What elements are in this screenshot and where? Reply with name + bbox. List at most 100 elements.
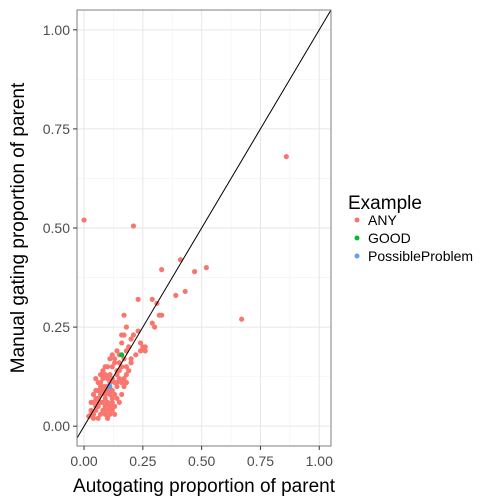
data-point-any bbox=[182, 288, 188, 295]
legend: Example ANY GOOD PossibleProblem bbox=[348, 193, 473, 264]
data-point-any bbox=[137, 348, 144, 354]
data-point-any bbox=[104, 415, 111, 421]
data-point-any bbox=[123, 324, 129, 330]
data-point-any bbox=[100, 399, 106, 405]
data-point-any bbox=[119, 332, 125, 338]
data-point-any bbox=[123, 364, 129, 370]
data-point-any bbox=[93, 376, 99, 382]
x-tick-label: 0.25 bbox=[129, 453, 156, 469]
data-point-any bbox=[112, 403, 118, 409]
data-point-any bbox=[159, 312, 165, 318]
data-point-any bbox=[159, 267, 165, 273]
data-point-any bbox=[114, 395, 120, 402]
data-point-any bbox=[109, 407, 115, 413]
data-point-any bbox=[112, 391, 118, 398]
identity-reference-line bbox=[76, 9, 332, 439]
data-point-any bbox=[100, 376, 106, 382]
data-point-any bbox=[100, 407, 106, 413]
x-axis-title: Autogating proportion of parent bbox=[73, 476, 336, 497]
data-point-any bbox=[97, 379, 104, 386]
data-point-any bbox=[126, 368, 132, 374]
data-point-any bbox=[97, 411, 104, 417]
data-point-any bbox=[109, 395, 115, 402]
data-point-any bbox=[109, 399, 115, 405]
data-point-any bbox=[109, 352, 115, 358]
y-tick-label: 0.75 bbox=[43, 121, 70, 137]
data-point-any bbox=[203, 265, 209, 271]
data-point-any bbox=[239, 316, 245, 322]
data-point-any bbox=[121, 312, 127, 318]
data-point-any bbox=[128, 360, 134, 366]
y-axis-ticks: 0.00 0.25 0.50 0.75 1.00 bbox=[43, 22, 77, 434]
x-axis-ticks: 0.00 0.25 0.50 0.75 1.00 bbox=[70, 446, 333, 469]
data-point-any bbox=[142, 344, 148, 350]
data-point-any bbox=[100, 383, 106, 390]
x-tick-label: 0.75 bbox=[247, 453, 274, 469]
data-point-any bbox=[88, 399, 94, 405]
data-point-any bbox=[123, 379, 129, 386]
data-point-any bbox=[90, 415, 97, 421]
data-point-any bbox=[149, 296, 155, 302]
data-point-any bbox=[102, 395, 108, 402]
data-point-any bbox=[107, 391, 113, 398]
data-point-any bbox=[112, 356, 118, 362]
data-point-any bbox=[104, 407, 111, 413]
data-point-any bbox=[123, 372, 129, 378]
data-point-any bbox=[90, 391, 97, 398]
data-point-any bbox=[109, 387, 115, 394]
data-point-any bbox=[112, 360, 118, 366]
data-point-any bbox=[114, 379, 120, 386]
data-point-any bbox=[95, 415, 101, 421]
data-point-any bbox=[119, 379, 125, 386]
data-point-any bbox=[104, 364, 111, 370]
data-point-any bbox=[119, 340, 125, 346]
data-point-any bbox=[112, 411, 118, 417]
y-axis-title: Manual gating proportion of parent bbox=[8, 82, 29, 373]
data-point-any bbox=[116, 376, 122, 382]
data-point-any bbox=[102, 403, 108, 409]
data-point-any bbox=[149, 320, 155, 326]
data-point-any bbox=[100, 368, 106, 374]
data-point-any bbox=[114, 383, 120, 390]
data-point-any bbox=[130, 332, 137, 338]
data-point-any bbox=[121, 376, 127, 382]
x-tick-label: 1.00 bbox=[306, 453, 333, 469]
legend-key-good bbox=[354, 235, 360, 241]
legend-label-any: ANY bbox=[368, 212, 397, 228]
data-point-any bbox=[107, 411, 113, 417]
data-point-any bbox=[104, 399, 111, 405]
data-point-any bbox=[104, 376, 111, 382]
data-point-any bbox=[86, 413, 92, 419]
y-tick-label: 0.25 bbox=[43, 319, 70, 335]
data-point-any bbox=[128, 336, 134, 342]
y-tick-label: 0.00 bbox=[43, 418, 70, 434]
data-point-any bbox=[283, 154, 289, 160]
data-point-any bbox=[107, 356, 113, 362]
data-point-good bbox=[119, 352, 125, 358]
legend-title: Example bbox=[348, 193, 422, 214]
data-point-any bbox=[102, 372, 108, 378]
data-point-any bbox=[107, 372, 113, 378]
x-tick-label: 0.50 bbox=[188, 453, 215, 469]
data-point-any bbox=[173, 292, 179, 298]
data-point-any bbox=[133, 352, 139, 358]
legend-key-any bbox=[354, 217, 360, 223]
data-point-any bbox=[107, 403, 113, 409]
data-point-any bbox=[114, 348, 120, 354]
data-point-any bbox=[191, 269, 198, 275]
legend-label-possibleproblem: PossibleProblem bbox=[368, 248, 473, 264]
data-point-any bbox=[135, 296, 141, 302]
data-point-any bbox=[116, 399, 122, 405]
data-point-any bbox=[152, 324, 158, 330]
data-point-any bbox=[121, 383, 127, 390]
y-tick-label: 0.50 bbox=[43, 220, 70, 236]
x-tick-label: 0.00 bbox=[70, 453, 97, 469]
data-point-any bbox=[81, 217, 87, 223]
data-point-any bbox=[119, 391, 125, 398]
data-point-any bbox=[109, 364, 115, 370]
data-point-any bbox=[128, 356, 134, 362]
data-point-any bbox=[137, 340, 144, 346]
legend-label-good: GOOD bbox=[368, 230, 411, 246]
data-point-any bbox=[93, 387, 99, 394]
